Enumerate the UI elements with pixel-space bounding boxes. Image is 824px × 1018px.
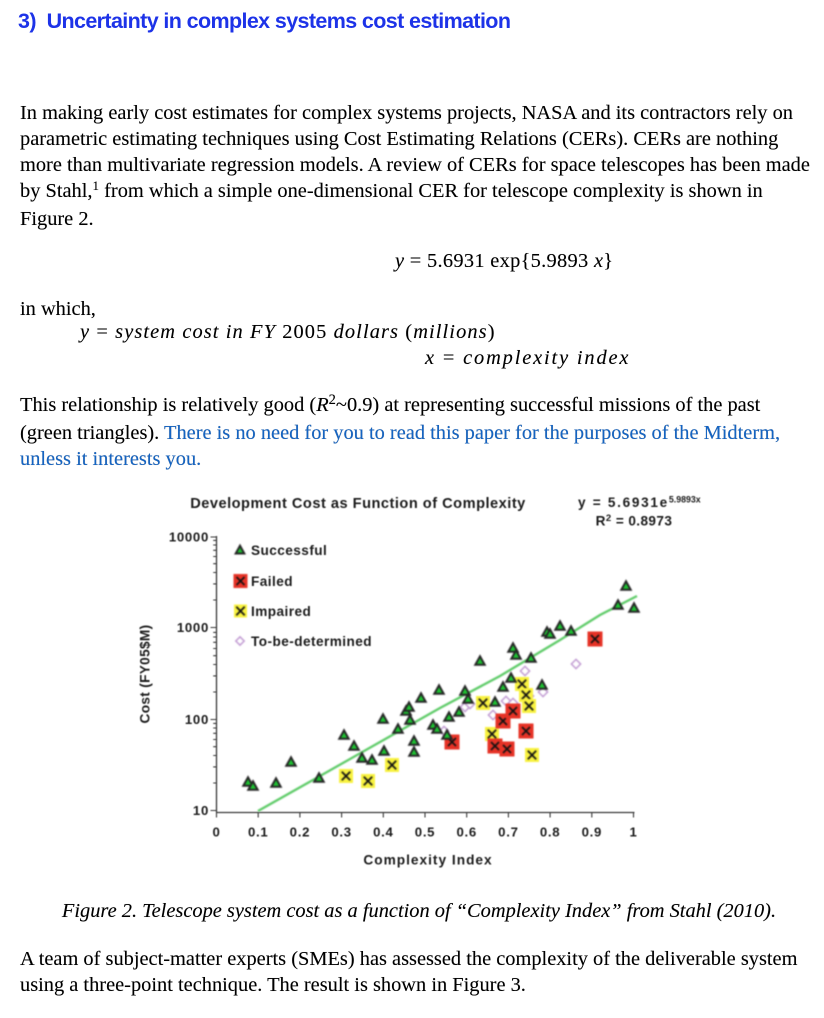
svg-text:0.4: 0.4 (373, 825, 393, 840)
svg-text:0.6: 0.6 (456, 825, 476, 840)
svg-text:Development Cost as Function o: Development Cost as Function of Complexi… (190, 496, 526, 512)
svg-text:Failed: Failed (251, 574, 293, 589)
svg-text:Complexity Index: Complexity Index (363, 853, 492, 868)
svg-text:0: 0 (212, 825, 220, 840)
svg-text:y = 5.6931e5.9893x: y = 5.6931e5.9893x (578, 495, 701, 511)
svg-text:0.8: 0.8 (540, 825, 560, 840)
svg-text:To-be-determined: To-be-determined (251, 634, 372, 649)
svg-text:R2 = 0.8973: R2 = 0.8973 (596, 513, 673, 529)
svg-text:1: 1 (629, 825, 637, 840)
svg-text:0.5: 0.5 (415, 825, 435, 840)
svg-text:Cost (FY05$M): Cost (FY05$M) (138, 625, 153, 724)
svg-text:1000: 1000 (177, 620, 209, 635)
svg-text:0.7: 0.7 (498, 825, 518, 840)
svg-text:Impaired: Impaired (251, 604, 311, 619)
svg-text:0.2: 0.2 (290, 825, 310, 840)
svg-text:100: 100 (185, 712, 209, 727)
svg-text:0.9: 0.9 (582, 825, 602, 840)
svg-text:Successful: Successful (251, 543, 327, 558)
svg-text:10: 10 (193, 803, 209, 818)
svg-text:10000: 10000 (169, 530, 209, 545)
svg-text:0.1: 0.1 (248, 825, 268, 840)
svg-text:0.3: 0.3 (331, 825, 351, 840)
